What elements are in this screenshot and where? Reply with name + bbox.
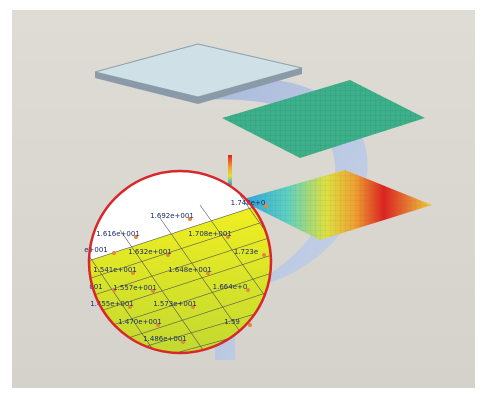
node-dot	[131, 271, 135, 275]
value-label: 1.573e+001	[153, 300, 197, 308]
node-dot	[264, 204, 268, 208]
node-dot	[248, 323, 252, 327]
value-label: 1.648e+001	[168, 266, 212, 274]
value-label: 1.541e+001	[93, 266, 137, 274]
result-mesh	[240, 170, 432, 240]
color-bar	[228, 155, 232, 185]
value-label: 001	[89, 283, 102, 291]
node-dot	[188, 217, 192, 221]
value-label: e+001	[84, 246, 108, 254]
node-dot	[128, 305, 132, 309]
value-label: 1.632e+001	[128, 248, 172, 256]
node-dot	[166, 253, 170, 257]
value-label: 1.455e+001	[90, 300, 134, 308]
value-label: 1.692e+001	[150, 212, 194, 220]
node-dot	[262, 253, 266, 257]
slab-side	[95, 68, 302, 104]
value-label: 1.708e+001	[188, 230, 232, 238]
node-dot	[156, 323, 160, 327]
value-label: 1.59	[224, 318, 240, 326]
value-label: 1.470e+001	[118, 318, 162, 326]
node-dot	[191, 305, 195, 309]
node-dot	[246, 288, 250, 292]
mesh-lines	[222, 80, 425, 158]
node-dot	[112, 251, 116, 255]
value-label: 1.557e+001	[113, 284, 157, 292]
node-dot	[181, 340, 185, 344]
node-dot	[206, 271, 210, 275]
node-dot	[151, 289, 155, 293]
node-dot	[226, 235, 230, 239]
magnifier-ring	[87, 169, 273, 355]
magnifier-content	[89, 171, 271, 353]
node-dot	[112, 288, 116, 292]
value-label: 1.486e+001	[143, 335, 187, 343]
value-label: 1.723e	[234, 248, 258, 256]
value-label: 1.664e+0	[213, 283, 248, 291]
value-label: 1.616e+001	[96, 230, 140, 238]
node-dot	[134, 235, 138, 239]
